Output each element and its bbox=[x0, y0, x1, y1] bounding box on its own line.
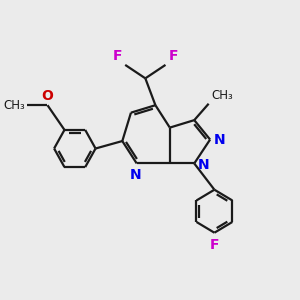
Text: N: N bbox=[130, 168, 141, 182]
Text: F: F bbox=[210, 238, 219, 252]
Text: F: F bbox=[113, 50, 122, 63]
Text: N: N bbox=[198, 158, 209, 172]
Text: F: F bbox=[168, 50, 178, 63]
Text: CH₃: CH₃ bbox=[211, 89, 233, 102]
Text: O: O bbox=[42, 89, 53, 103]
Text: N: N bbox=[214, 133, 225, 146]
Text: CH₃: CH₃ bbox=[3, 99, 25, 112]
